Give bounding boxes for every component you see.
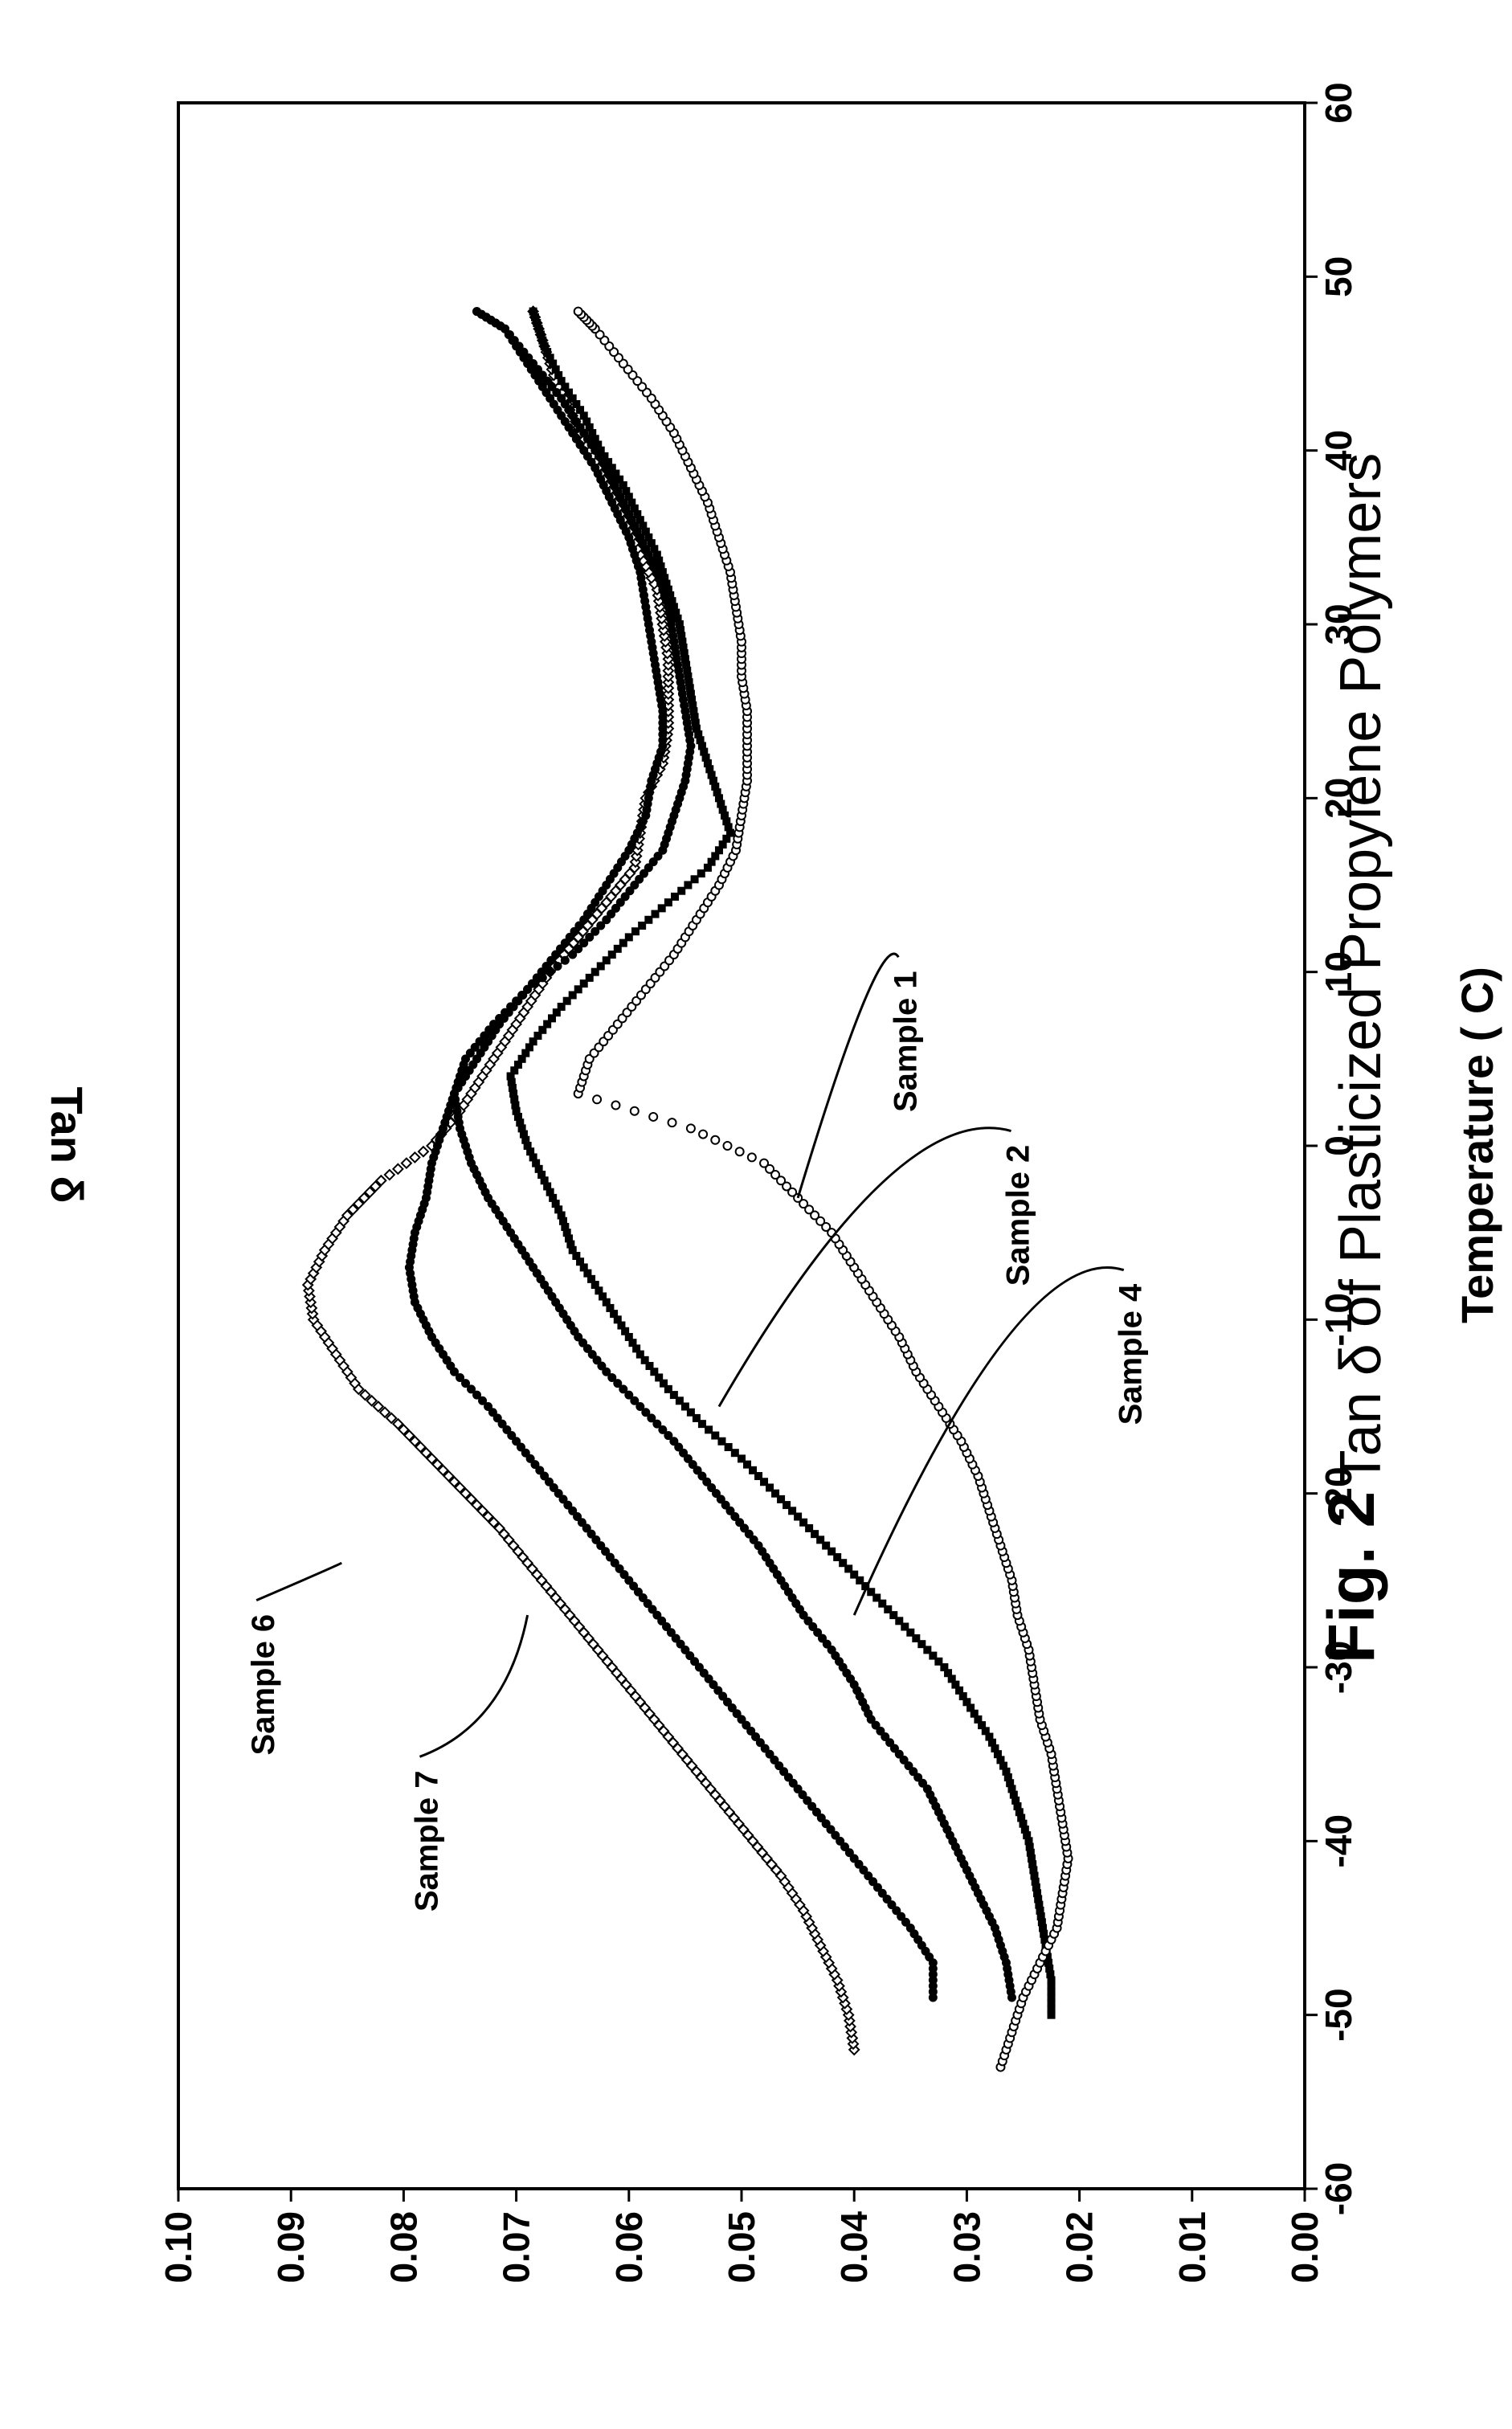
- data-point: [385, 1170, 394, 1180]
- data-point: [711, 1136, 719, 1144]
- series-sample-7: [405, 307, 938, 2002]
- x-axis-title: Temperature ( C): [1452, 967, 1502, 1323]
- plot-frame-layer: [178, 103, 1305, 2189]
- chart-title: Tan δ of Plasticized Propylene Polymers: [1329, 453, 1393, 1486]
- data-point: [402, 1159, 411, 1168]
- data-point: [631, 1107, 639, 1115]
- y-tick-label: 0.02: [1059, 2211, 1101, 2284]
- data-point: [760, 1159, 768, 1167]
- text-layer: Fig. 2 Tan δ of Plasticized Propylene Po…: [42, 453, 1502, 1663]
- y-tick-label: 0.03: [946, 2211, 987, 2284]
- sample-leader-line: [798, 954, 898, 1198]
- data-point: [419, 1147, 428, 1156]
- data-point: [723, 1142, 731, 1150]
- figure-label: Fig. 2: [1315, 1491, 1388, 1663]
- y-tick-label: 0.09: [270, 2211, 312, 2284]
- data-point: [611, 1102, 619, 1110]
- data-point: [410, 1152, 419, 1162]
- data-point: [546, 967, 554, 976]
- x-tick-label: 60: [1318, 82, 1359, 123]
- x-tick-label: -60: [1318, 2162, 1359, 2215]
- x-tick-label: 50: [1318, 256, 1359, 297]
- sample-label: Sample 1: [888, 971, 923, 1112]
- sample-leader-line: [419, 1615, 527, 1756]
- data-point: [472, 307, 481, 316]
- data-point: [530, 979, 539, 988]
- x-tick-label: -50: [1318, 1988, 1359, 2041]
- data-point: [649, 1113, 657, 1121]
- sample-leader-line: [854, 1267, 1124, 1615]
- y-tick-label: 0.05: [721, 2211, 762, 2284]
- sample-label: Sample 6: [246, 1614, 281, 1756]
- y-tick-label: 0.01: [1171, 2211, 1213, 2284]
- data-point: [574, 308, 582, 316]
- y-tick-label: 0.10: [157, 2211, 199, 2284]
- data-point: [523, 985, 532, 994]
- sample-leader-line: [719, 1128, 1011, 1407]
- data-point: [748, 1153, 756, 1161]
- y-tick-label: 0.00: [1284, 2211, 1326, 2284]
- data-point: [538, 973, 547, 982]
- y-tick-label: 0.04: [833, 2211, 875, 2284]
- series-sample-6: [303, 307, 859, 2055]
- data-point: [529, 308, 537, 316]
- x-tick-label: -40: [1318, 1814, 1359, 1867]
- data-point: [593, 1095, 601, 1103]
- y-tick-label: 0.07: [496, 2211, 537, 2284]
- y-axis-title: Tan δ: [42, 1087, 92, 1204]
- sample-label: Sample 7: [409, 1771, 444, 1912]
- data-point: [687, 1124, 695, 1132]
- data-point: [736, 1147, 744, 1155]
- data-point: [668, 1118, 676, 1127]
- sample-label: Sample 4: [1114, 1283, 1149, 1425]
- sample-label: Sample 2: [1001, 1145, 1036, 1286]
- plot-frame: [178, 103, 1305, 2189]
- data-point: [699, 1131, 707, 1139]
- data-point: [554, 962, 562, 971]
- tick-layer: -60-50-40-30-20-1001020304050600.000.010…: [157, 82, 1359, 2283]
- sample-leader-line: [256, 1563, 341, 1600]
- y-tick-label: 0.08: [382, 2211, 424, 2284]
- data-point: [561, 956, 570, 965]
- y-tick-label: 0.06: [608, 2211, 650, 2284]
- data-point: [393, 1164, 403, 1174]
